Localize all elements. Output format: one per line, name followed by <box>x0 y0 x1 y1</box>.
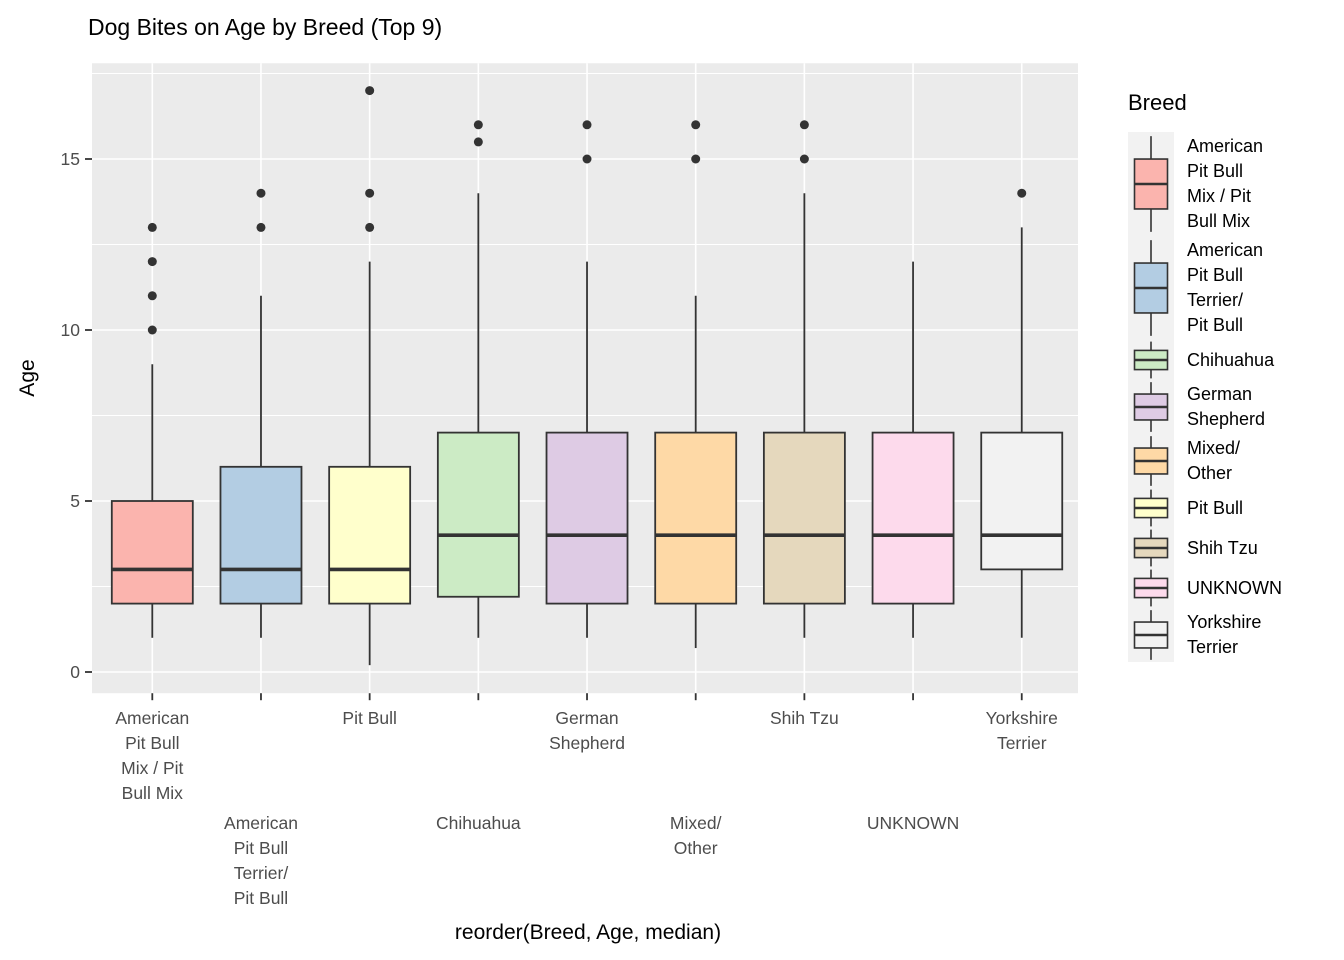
legend-boxplot-glyph <box>1133 489 1169 527</box>
x-tick-label: Chihuahua <box>436 813 521 833</box>
boxplot-box <box>219 465 303 605</box>
outlier-point <box>147 222 157 232</box>
legend-item: Mixed/Other <box>1128 434 1282 488</box>
legend-boxplot-glyph <box>1133 569 1169 607</box>
y-tick-label: 15 <box>61 149 80 169</box>
legend-label: Mixed/Other <box>1187 438 1241 483</box>
boxplot-box <box>654 431 738 605</box>
legend-items: American Pit Bull Mix / Pit Bull Mix America… <box>1128 132 1282 662</box>
legend-item: Chihuahua <box>1128 340 1282 380</box>
legend-key <box>1128 488 1174 528</box>
y-tick-label: 5 <box>70 491 80 511</box>
outlier-point <box>365 222 375 232</box>
outlier-point <box>799 120 809 130</box>
legend-boxplot-glyph <box>1133 610 1169 660</box>
legend-label: Shih Tzu <box>1187 537 1258 558</box>
legend-boxplot-glyph <box>1133 136 1169 232</box>
legend-label: UNKNOWN <box>1187 577 1282 598</box>
outlier-point <box>691 120 701 130</box>
legend-boxplot-glyph <box>1133 529 1169 567</box>
x-tick-label: German Shepherd <box>549 708 625 753</box>
outlier-point <box>147 291 157 301</box>
outlier-point <box>582 154 592 164</box>
x-tick-label: UNKNOWN <box>867 813 959 833</box>
legend-key <box>1128 236 1174 340</box>
legend-title: Breed <box>1128 90 1187 115</box>
legend-item: Shih Tzu <box>1128 528 1282 568</box>
outlier-point <box>582 120 592 130</box>
legend-boxplot-glyph <box>1133 382 1169 432</box>
legend-boxplot-glyph <box>1133 240 1169 336</box>
x-tick-label: Yorkshire Terrier <box>986 708 1058 753</box>
legend-boxplot-glyph <box>1133 341 1169 379</box>
y-axis-title: Age <box>16 359 39 397</box>
y-tick-label: 0 <box>70 662 80 682</box>
boxplot-box <box>545 431 629 605</box>
boxplot-box <box>436 431 520 598</box>
boxplot-box <box>871 431 955 605</box>
legend-label: Yorkshire Terrier <box>1187 612 1262 657</box>
legend-label: American Pit Bull Mix / Pit Bull Mix <box>1187 136 1264 231</box>
legend-boxplot-glyph <box>1133 436 1169 486</box>
legend-key <box>1128 340 1174 380</box>
outlier-point <box>256 188 266 198</box>
outlier-point <box>473 137 483 147</box>
outlier-point <box>799 154 809 164</box>
boxplot-box <box>980 431 1064 571</box>
legend-item: American Pit Bull Mix / Pit Bull Mix <box>1128 132 1282 236</box>
boxplot-box <box>328 465 412 605</box>
boxplot-box <box>762 431 846 605</box>
outlier-point <box>256 222 266 232</box>
legend-label: German Shepherd <box>1187 384 1266 429</box>
legend-key <box>1128 434 1174 488</box>
outlier-point <box>147 257 157 267</box>
outlier-point <box>1017 188 1027 198</box>
x-tick-label: Shih Tzu <box>770 708 839 728</box>
x-tick-label: Mixed/Other <box>670 813 722 858</box>
outlier-point <box>473 120 483 130</box>
outlier-point <box>147 325 157 335</box>
outlier-point <box>365 86 375 96</box>
legend: Breed American Pit Bull Mix / Pit Bull Mix A… <box>1128 90 1282 662</box>
legend-key <box>1128 608 1174 662</box>
x-tick-label: American Pit Bull Terrier/Pit Bull <box>224 813 298 908</box>
boxplot-box <box>110 500 194 605</box>
legend-key <box>1128 380 1174 434</box>
legend-key <box>1128 132 1174 236</box>
legend-label: American Pit Bull Terrier/Pit Bull <box>1187 240 1264 335</box>
legend-item: Pit Bull <box>1128 488 1282 528</box>
legend-key <box>1128 568 1174 608</box>
x-tick-label: Pit Bull <box>342 708 396 728</box>
legend-item: German Shepherd <box>1128 380 1282 434</box>
legend-label: Pit Bull <box>1187 497 1244 518</box>
legend-label: Chihuahua <box>1187 349 1275 370</box>
y-tick-label: 10 <box>61 320 81 340</box>
outlier-point <box>691 154 701 164</box>
outlier-point <box>365 188 375 198</box>
chart-title: Dog Bites on Age by Breed (Top 9) <box>88 14 443 40</box>
legend-item: Yorkshire Terrier <box>1128 608 1282 662</box>
legend-key <box>1128 528 1174 568</box>
x-tick-label: American Pit Bull Mix / Pit Bull Mix <box>115 708 189 803</box>
legend-item: American Pit Bull Terrier/Pit Bull <box>1128 236 1282 340</box>
x-axis-title: reorder(Breed, Age, median) <box>454 921 722 944</box>
legend-item: UNKNOWN <box>1128 568 1282 608</box>
